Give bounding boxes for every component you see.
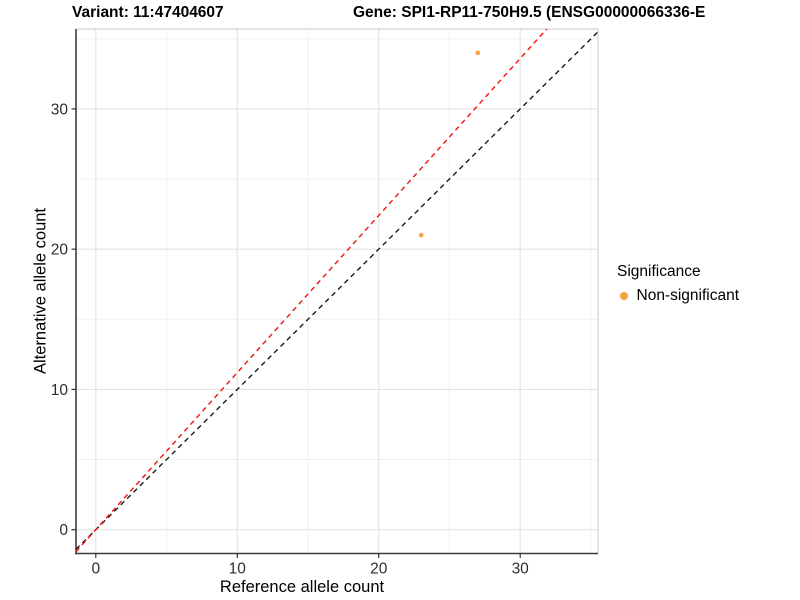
x-tick-label: 10 [229,561,247,578]
legend-item-non-significant: Non-significant [617,287,739,305]
legend-item-label: Non-significant [636,287,740,304]
variant-title: Variant: 11:47404607 [72,4,224,21]
identity-line [76,31,598,550]
fit-line [76,29,548,553]
x-tick-label: 30 [512,561,530,578]
legend-title: Significance [617,263,701,280]
data-point [475,50,481,56]
gene-title: Gene: SPI1-RP11-750H9.5 (ENSG00000066336… [353,4,706,21]
x-axis-title: Reference allele count [219,578,385,596]
y-tick-label: 10 [51,382,69,399]
y-tick-label: 20 [51,242,69,259]
y-tick-label: 30 [51,101,69,118]
y-tick-label: 0 [59,522,68,539]
data-point [418,232,424,238]
x-tick-label: 0 [91,561,100,578]
legend-point-icon [620,292,628,300]
x-tick-label: 20 [370,561,388,578]
legend: Significance Non-significant [617,263,739,305]
